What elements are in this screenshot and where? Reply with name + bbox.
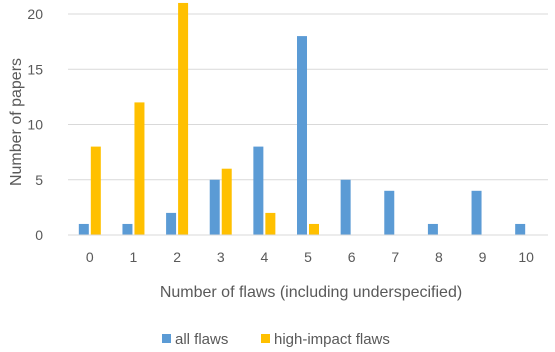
x-tick-label: 3	[217, 249, 225, 265]
bar-all-flaws-8	[427, 223, 438, 235]
bar-all-flaws-1	[122, 223, 133, 235]
bars	[78, 2, 526, 236]
bar-all-flaws-5	[297, 36, 307, 235]
legend-label-all-flaws: all flaws	[175, 331, 228, 348]
x-tick-label: 7	[391, 249, 399, 265]
x-tick-label: 6	[348, 249, 356, 265]
x-tick-label: 4	[260, 249, 268, 265]
bar-all-flaws-6	[340, 179, 351, 235]
bar-all-flaws-2	[166, 212, 177, 235]
bar-all-flaws-3	[209, 179, 220, 235]
legend-label-high-impact-flaws: high-impact flaws	[274, 331, 390, 348]
bar-all-flaws-10	[515, 223, 526, 235]
y-axis-tick-labels: 0 5 10 15 20	[27, 6, 43, 243]
x-tick-label: 5	[304, 249, 312, 265]
y-tick-label: 15	[27, 61, 43, 77]
x-tick-label: 9	[479, 249, 487, 265]
bar-high-impact-flaws-1	[134, 102, 145, 236]
y-tick-label: 5	[35, 172, 43, 188]
x-axis-tick-labels: 0 1 2 3 4 5 6 7 8 9 10	[86, 249, 534, 265]
y-tick-label: 10	[27, 117, 43, 133]
legend-swatch-all-flaws	[162, 334, 171, 343]
legend-swatch-high-impact-flaws	[261, 334, 270, 343]
bar-high-impact-flaws-5	[309, 223, 319, 235]
x-axis-title: Number of flaws (including underspecifie…	[160, 284, 462, 301]
x-tick-label: 1	[130, 249, 138, 265]
x-tick-label: 10	[518, 249, 534, 265]
x-tick-label: 2	[173, 249, 181, 265]
bar-high-impact-flaws-0	[90, 146, 101, 235]
x-tick-label: 8	[435, 249, 443, 265]
gridlines	[68, 13, 548, 181]
legend: all flaws high-impact flaws	[162, 331, 390, 348]
bar-all-flaws-9	[471, 190, 482, 235]
bar-high-impact-flaws-3	[221, 168, 232, 235]
bar-all-flaws-0	[78, 223, 89, 235]
y-axis-title: Number of papers	[8, 58, 25, 186]
y-tick-label: 20	[27, 6, 43, 22]
x-tick-label: 0	[86, 249, 94, 265]
bar-all-flaws-7	[384, 190, 395, 235]
bar-high-impact-flaws-2	[178, 2, 189, 236]
bar-all-flaws-4	[253, 146, 264, 235]
y-tick-label: 0	[35, 227, 43, 243]
bar-high-impact-flaws-4	[265, 212, 276, 235]
